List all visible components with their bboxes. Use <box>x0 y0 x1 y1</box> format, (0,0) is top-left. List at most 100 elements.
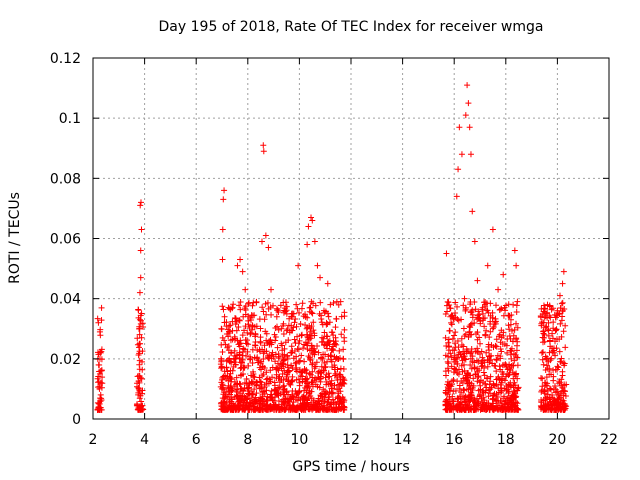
data-point-cloud <box>288 343 295 350</box>
data-point-cloud <box>235 398 242 405</box>
data-point-cloud <box>544 380 551 387</box>
data-point-cloud <box>279 370 286 377</box>
data-point-cloud <box>504 366 511 373</box>
data-point-cloud <box>139 366 146 373</box>
data-point-cloud <box>285 322 292 329</box>
data-point-cloud <box>245 362 252 369</box>
data-point-cloud <box>267 391 274 398</box>
data-point-cloud <box>321 367 327 374</box>
data-point-cloud <box>505 312 512 319</box>
data-point-cloud <box>499 403 506 410</box>
data-point-cloud <box>241 327 248 334</box>
data-point-cloud <box>332 400 339 407</box>
data-point-cloud <box>485 341 492 348</box>
data-point-cloud <box>299 400 306 407</box>
data-point-cloud <box>483 399 490 406</box>
data-point-cloud <box>301 358 308 365</box>
data-point-cloud <box>227 405 234 412</box>
data-point-cloud <box>461 387 468 394</box>
data-point-cloud <box>319 338 326 345</box>
data-point-cloud <box>313 359 320 366</box>
data-point-cloud <box>467 324 474 331</box>
data-point-cloud <box>550 319 557 326</box>
data-point-cloud <box>230 301 237 308</box>
data-point-cloud <box>540 308 547 315</box>
data-point <box>469 208 476 215</box>
data-point-cloud <box>448 312 455 319</box>
data-point-cloud <box>497 306 504 313</box>
data-point-cloud <box>98 367 105 374</box>
data-point-cloud <box>513 335 520 342</box>
data-point-cloud <box>498 387 504 394</box>
data-point-cloud <box>552 352 559 359</box>
data-point-cloud <box>328 400 335 407</box>
data-point-cloud <box>446 302 453 309</box>
ticks-layer: 2 4 6 8 10 12 14 16 18 20 22 0 0.02 0.04 0.06 0.08 0.1 0.… <box>50 51 618 448</box>
data-point-cloud <box>545 358 552 365</box>
data-point-cloud <box>328 385 335 392</box>
data-point-cloud <box>291 319 298 326</box>
data-point-cloud <box>218 379 225 386</box>
data-point-cloud <box>474 312 481 319</box>
data-point-cloud <box>488 384 495 391</box>
data-point-cloud <box>455 371 462 378</box>
chart-title: Day 195 of 2018, Rate Of TEC Index for r… <box>159 19 544 35</box>
data-point-cloud <box>484 307 491 314</box>
data-point-cloud <box>450 315 457 322</box>
data-point-cloud <box>233 327 240 334</box>
data-point-cloud <box>257 325 264 332</box>
data-point-cloud <box>228 387 235 394</box>
data-point-cloud <box>545 327 552 334</box>
x-tick-label: 20 <box>548 432 566 448</box>
data-point-cloud <box>236 398 243 405</box>
data-point-cloud <box>261 390 268 397</box>
data-point <box>305 223 312 230</box>
data-point-cloud <box>245 300 252 307</box>
data-point-cloud <box>445 336 452 343</box>
data-point-cloud <box>486 405 493 412</box>
data-point-cloud <box>503 373 510 380</box>
data-point-cloud <box>273 313 280 320</box>
data-point-cloud <box>464 374 471 381</box>
data-point-cloud <box>295 346 302 353</box>
data-point-cloud <box>555 396 562 403</box>
data-point <box>137 274 144 281</box>
data-point-cloud <box>227 350 234 357</box>
data-point-cloud <box>325 405 332 412</box>
data-point-cloud <box>557 358 564 365</box>
data-point-cloud <box>479 317 486 324</box>
data-point-cloud <box>553 326 560 333</box>
data-point-cloud <box>292 360 299 367</box>
data-point-cloud <box>331 353 338 360</box>
data-point-cloud <box>257 378 264 385</box>
data-point-cloud <box>468 345 475 352</box>
data-point-cloud <box>96 400 103 407</box>
data-point-cloud <box>493 391 500 398</box>
data-point-cloud <box>487 321 494 328</box>
data-point-cloud <box>552 338 559 345</box>
data-point-cloud <box>452 329 459 336</box>
data-point-cloud <box>340 356 347 363</box>
data-point-cloud <box>490 380 497 387</box>
data-point-cloud <box>540 328 547 335</box>
data-point-cloud <box>554 311 561 318</box>
data-point-cloud <box>468 365 475 372</box>
data-point-cloud <box>226 402 233 409</box>
data-point-cloud <box>341 313 348 320</box>
data-point <box>317 274 324 281</box>
data-point-cloud <box>320 335 327 342</box>
data-point <box>487 328 494 335</box>
data-point-cloud <box>337 376 344 383</box>
data-point-cloud <box>513 308 520 315</box>
y-axis-label: ROTI / TECUs <box>7 192 23 284</box>
data-point <box>456 124 463 131</box>
data-point-cloud <box>446 343 453 350</box>
data-point <box>138 226 145 233</box>
data-point-cloud <box>139 348 146 355</box>
data-point-cloud <box>136 361 143 368</box>
data-point-cloud <box>493 357 500 364</box>
data-point-cloud <box>221 406 228 413</box>
data-point-cloud <box>495 399 502 406</box>
data-point-cloud <box>284 355 291 362</box>
